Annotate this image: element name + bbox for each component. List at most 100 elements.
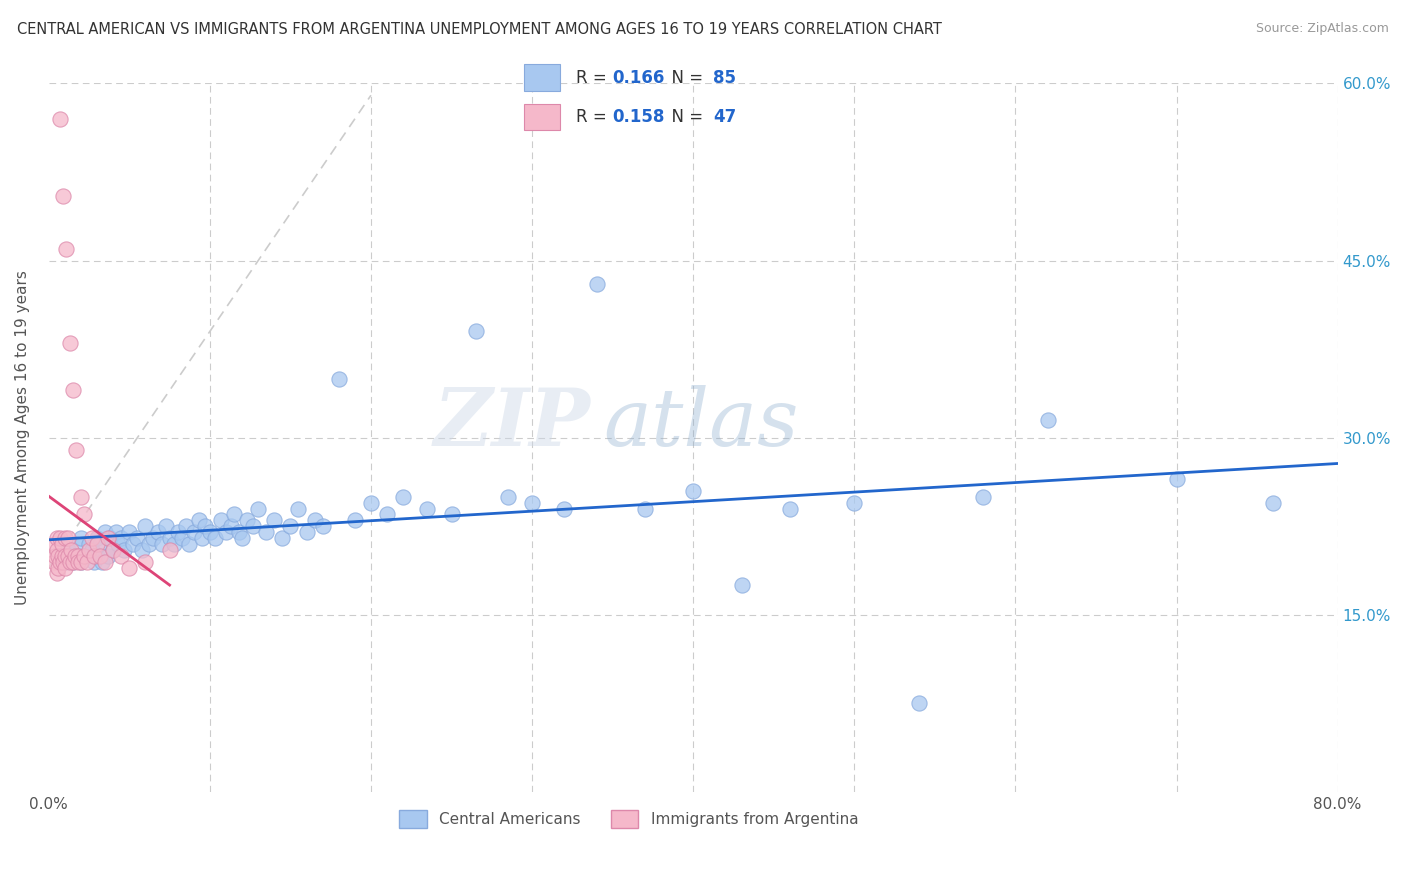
Point xyxy=(63,549,86,563)
Point xyxy=(328,372,350,386)
Point xyxy=(70,531,93,545)
Point xyxy=(49,555,72,569)
Point xyxy=(730,578,752,592)
Point xyxy=(48,549,70,563)
Point xyxy=(464,325,486,339)
Point xyxy=(1036,413,1059,427)
Point xyxy=(94,555,117,569)
Point xyxy=(280,519,302,533)
Point xyxy=(42,537,65,551)
Point xyxy=(59,336,82,351)
Point xyxy=(360,496,382,510)
Point xyxy=(1166,472,1188,486)
Point xyxy=(634,501,657,516)
Point xyxy=(62,555,84,569)
Text: R =: R = xyxy=(575,69,612,87)
Point xyxy=(56,531,79,545)
Point xyxy=(159,531,181,545)
Point xyxy=(82,542,104,557)
Point xyxy=(110,531,132,545)
Legend: Central Americans, Immigrants from Argentina: Central Americans, Immigrants from Argen… xyxy=(394,804,865,834)
Point xyxy=(779,501,801,516)
FancyBboxPatch shape xyxy=(523,64,560,91)
Point xyxy=(166,525,188,540)
Point xyxy=(53,560,76,574)
Point xyxy=(105,525,128,540)
Point xyxy=(62,384,84,398)
Point xyxy=(440,508,463,522)
Point xyxy=(163,537,186,551)
Point xyxy=(73,508,96,522)
Point xyxy=(77,537,100,551)
Point xyxy=(392,490,415,504)
Point xyxy=(42,555,65,569)
Point xyxy=(222,508,245,522)
Point xyxy=(53,555,76,569)
Point xyxy=(45,542,67,557)
Point xyxy=(73,549,96,563)
Point xyxy=(45,566,67,581)
Point xyxy=(66,549,89,563)
Point xyxy=(150,537,173,551)
Text: N =: N = xyxy=(661,69,709,87)
Point xyxy=(53,549,76,563)
Text: Source: ZipAtlas.com: Source: ZipAtlas.com xyxy=(1256,22,1389,36)
Point xyxy=(114,542,136,557)
Point xyxy=(62,555,84,569)
Point xyxy=(209,513,232,527)
Point xyxy=(97,549,120,563)
Point xyxy=(97,531,120,545)
FancyBboxPatch shape xyxy=(523,103,560,130)
Point xyxy=(118,560,141,574)
Point xyxy=(103,542,125,557)
Point xyxy=(60,542,83,557)
Point xyxy=(416,501,439,516)
Point xyxy=(98,531,121,545)
Point xyxy=(134,555,156,569)
Point xyxy=(76,555,98,569)
Point xyxy=(83,549,105,563)
Point xyxy=(49,549,72,563)
Point xyxy=(304,513,326,527)
Point xyxy=(343,513,366,527)
Text: R =: R = xyxy=(575,108,612,126)
Point xyxy=(204,531,226,545)
Point xyxy=(48,560,70,574)
Point xyxy=(142,531,165,545)
Point xyxy=(53,531,76,545)
Point xyxy=(65,442,87,457)
Point xyxy=(52,555,75,569)
Point xyxy=(55,242,77,256)
Point xyxy=(83,555,105,569)
Point xyxy=(49,112,72,126)
Point xyxy=(183,525,205,540)
Point xyxy=(254,525,277,540)
Point xyxy=(247,501,270,516)
Point xyxy=(148,525,170,540)
Point xyxy=(520,496,543,510)
Point xyxy=(94,525,117,540)
Point xyxy=(56,549,79,563)
Point xyxy=(242,519,264,533)
Point xyxy=(172,531,194,545)
Point xyxy=(155,519,177,533)
Point xyxy=(70,490,93,504)
Point xyxy=(65,537,87,551)
Point xyxy=(90,555,112,569)
Point xyxy=(51,537,73,551)
Text: ZIP: ZIP xyxy=(433,384,591,462)
Point xyxy=(86,531,108,545)
Point xyxy=(118,525,141,540)
Text: 0.158: 0.158 xyxy=(612,108,665,126)
Point xyxy=(138,537,160,551)
Point xyxy=(215,525,238,540)
Point xyxy=(103,542,125,557)
Point xyxy=(59,555,82,569)
Text: CENTRAL AMERICAN VS IMMIGRANTS FROM ARGENTINA UNEMPLOYMENT AMONG AGES 16 TO 19 Y: CENTRAL AMERICAN VS IMMIGRANTS FROM ARGE… xyxy=(17,22,942,37)
Point xyxy=(496,490,519,504)
Point xyxy=(159,542,181,557)
Point xyxy=(553,501,575,516)
Point xyxy=(295,525,318,540)
Point xyxy=(70,555,93,569)
Point xyxy=(127,531,149,545)
